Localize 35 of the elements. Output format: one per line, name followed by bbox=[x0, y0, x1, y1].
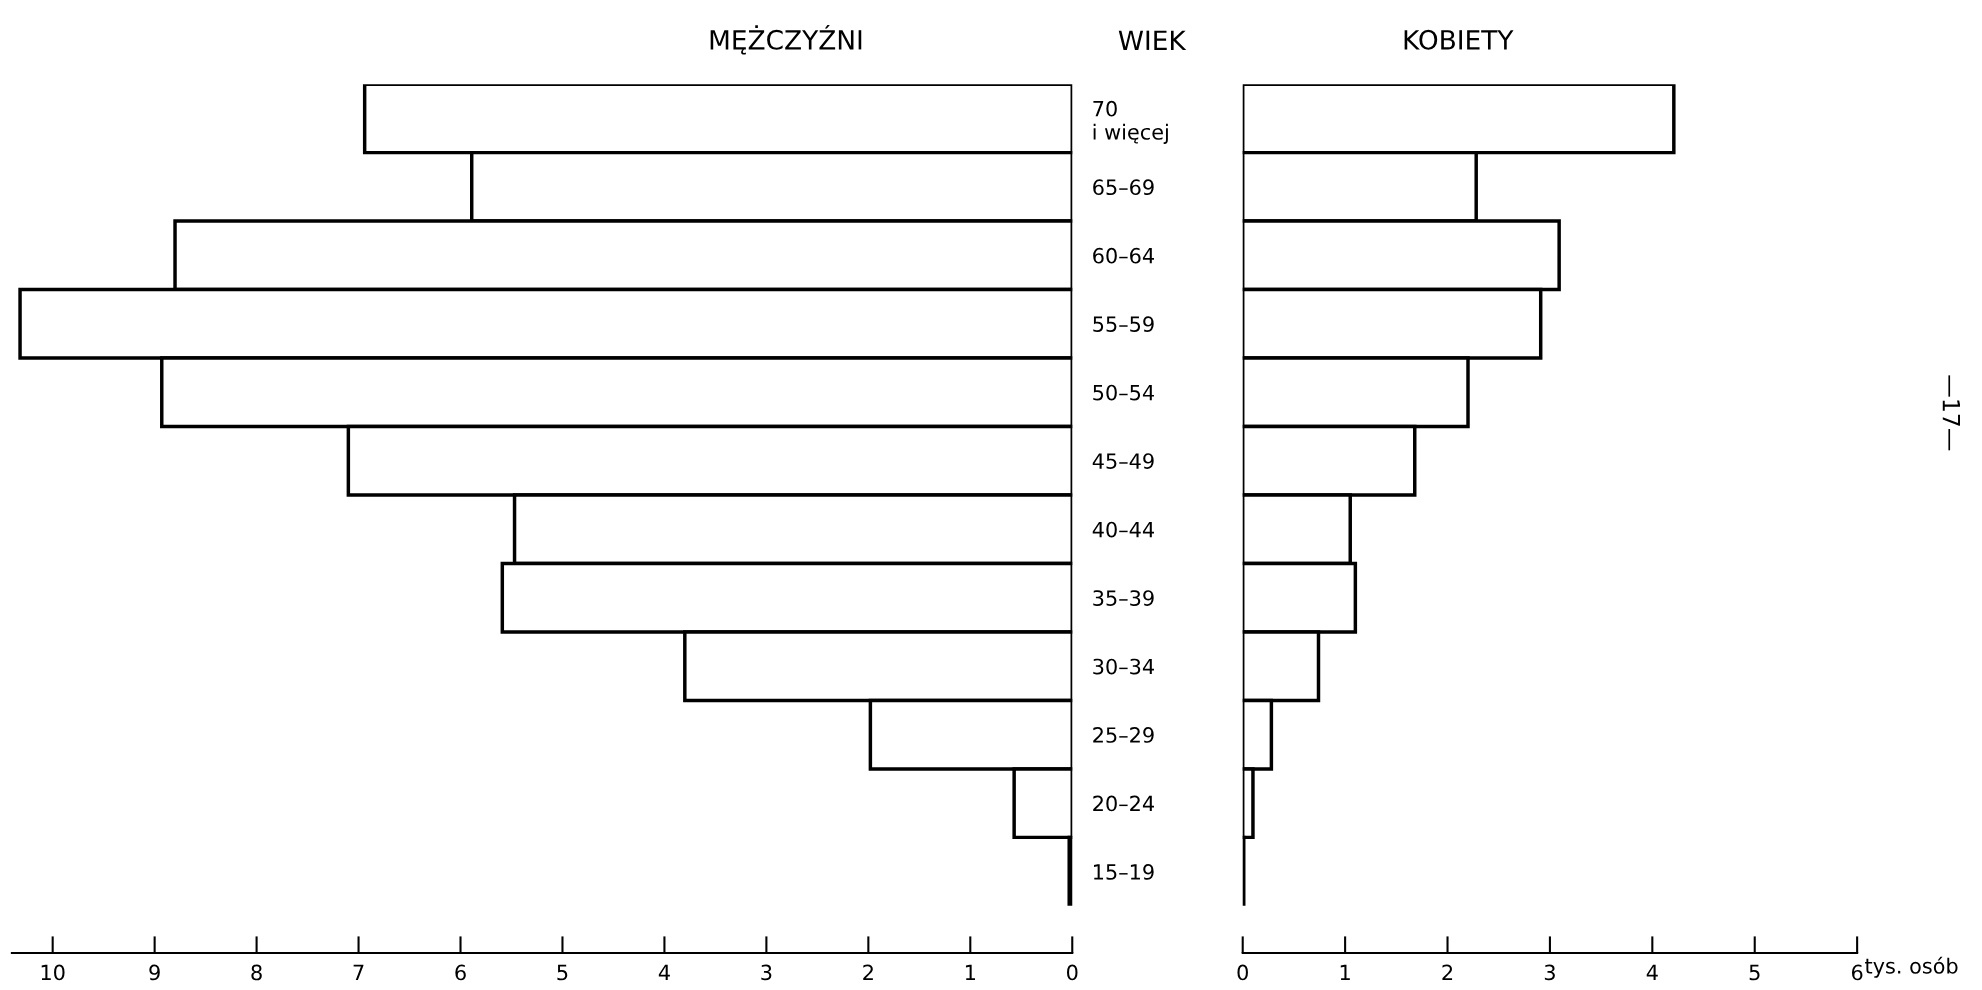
chart-title: MĘŻCZYŹNI bbox=[710, 25, 862, 55]
x-tick-label: 1 bbox=[965, 964, 976, 981]
x-tick-label: 3 bbox=[761, 964, 772, 981]
y-tick-label: 25–29 bbox=[1093, 727, 1154, 743]
text: —17— bbox=[1942, 375, 1960, 451]
x-tick-label: 2 bbox=[863, 964, 873, 981]
x-tick-label: 10 bbox=[41, 964, 65, 981]
x-tick-label: 6 bbox=[455, 964, 466, 981]
x-tick-label: 4 bbox=[1646, 964, 1658, 981]
y-tick-label: 15–19 bbox=[1093, 864, 1154, 880]
x-tick-label: 4 bbox=[658, 964, 670, 981]
x-tick-label: 6 bbox=[1851, 964, 1863, 981]
y-tick-label: 35–39 bbox=[1093, 590, 1154, 606]
y-tick-label: 50–54 bbox=[1093, 384, 1154, 401]
y-tick-label: 65–69 bbox=[1093, 179, 1154, 196]
y-tick-label: 30–34 bbox=[1093, 658, 1154, 675]
x-tick-label: 9 bbox=[149, 964, 160, 981]
x-tick-label: 8 bbox=[251, 964, 262, 981]
y-tick-label: 20–24 bbox=[1093, 795, 1154, 812]
y-tick-label: 40–44 bbox=[1092, 521, 1154, 538]
x-tick-label: 3 bbox=[1544, 964, 1555, 981]
x-tick-label: 7 bbox=[353, 964, 364, 981]
y-tick-label: 45–49 bbox=[1092, 453, 1154, 469]
y-tick-label: 55–59 bbox=[1093, 316, 1154, 333]
x-tick-label: 0 bbox=[1067, 964, 1078, 981]
y-tick-label: 60–64 bbox=[1093, 247, 1154, 264]
chart-title: KOBIETY bbox=[1404, 29, 1514, 50]
x-axis-title: tys. osób bbox=[1865, 956, 1958, 978]
x-tick-label: 2 bbox=[1442, 964, 1453, 981]
y-tick-label: 70 i więcej bbox=[1093, 100, 1168, 144]
x-tick-label: 1 bbox=[1340, 964, 1350, 981]
x-tick-label: 0 bbox=[1237, 964, 1248, 981]
x-tick-label: 5 bbox=[1749, 964, 1760, 981]
text: WIEK bbox=[1118, 30, 1187, 50]
x-tick-label: 5 bbox=[557, 964, 568, 981]
